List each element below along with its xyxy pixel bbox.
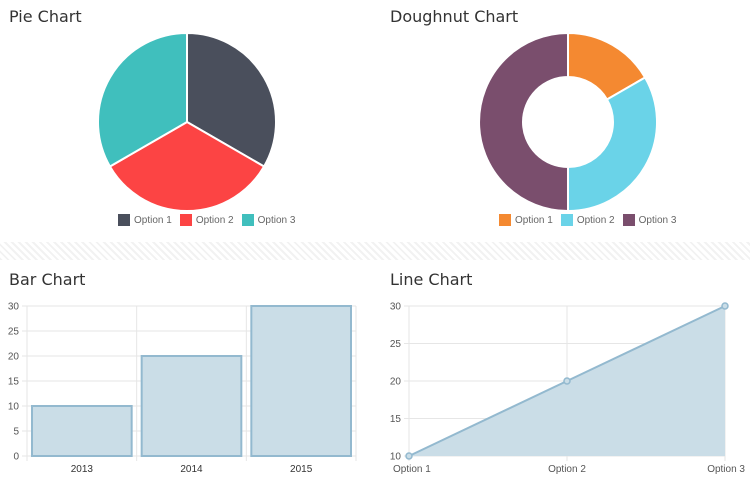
pie-legend-swatch xyxy=(118,214,130,226)
doughnut-legend: Option 1 Option 2 Option 3 xyxy=(499,214,676,226)
pie-slice[interactable] xyxy=(108,120,266,210)
line-chart-title: Line Chart xyxy=(390,270,473,289)
pie-chart-panel: Pie Chart Option 1 Option 2 Option 3 xyxy=(0,0,375,240)
pie-legend: Option 1 Option 2 Option 3 xyxy=(118,214,295,226)
pie-legend-label: Option 3 xyxy=(257,214,296,226)
pie-legend-label: Option 2 xyxy=(195,214,234,226)
line-y-tick-label: 25 xyxy=(390,339,402,350)
bar-y-tick-label: 30 xyxy=(8,302,20,313)
pie-legend-label: Option 1 xyxy=(134,214,172,226)
line-y-tick-label: 10 xyxy=(390,452,402,463)
pie-slice[interactable] xyxy=(186,31,277,168)
pie-chart xyxy=(97,31,277,210)
doughnut-chart xyxy=(478,31,658,211)
line-x-tick-label: Option 2 xyxy=(548,464,586,475)
doughnut-legend-label: Option 2 xyxy=(576,214,615,226)
bar-y-tick-label: 25 xyxy=(8,327,20,338)
pie-legend-item[interactable]: Option 3 xyxy=(241,214,296,226)
doughnut-chart-panel: Doughnut Chart Option 1 Option 2 Option 3 xyxy=(375,0,750,240)
bar-x-tick-label: 2013 xyxy=(71,464,94,475)
pie-slice[interactable] xyxy=(97,31,188,168)
doughnut-legend-item[interactable]: Option 3 xyxy=(622,214,677,226)
bar-y-tick-label: 20 xyxy=(8,352,20,363)
bar-x-tick-label: 2014 xyxy=(180,464,203,475)
bar-chart-title: Bar Chart xyxy=(9,270,86,289)
line-x-tick-label: Option 3 xyxy=(707,464,745,475)
bar-y-tick-label: 15 xyxy=(8,377,20,388)
line-y-tick-label: 30 xyxy=(390,302,402,313)
line-x-tick-label: Option 1 xyxy=(393,464,431,475)
doughnut-legend-swatch xyxy=(499,214,511,226)
doughnut-slice[interactable] xyxy=(567,76,658,211)
doughnut-legend-swatch xyxy=(560,214,573,226)
line-point[interactable] xyxy=(405,452,413,460)
pie-legend-swatch xyxy=(179,214,192,226)
doughnut-chart-title: Doughnut Chart xyxy=(390,7,519,26)
bar[interactable] xyxy=(140,355,243,457)
doughnut-slice[interactable] xyxy=(478,31,569,210)
line-y-tick-label: 15 xyxy=(390,414,402,425)
bar-chart: 0 5 10 15 20 25 30 2013 2014 2015 xyxy=(8,302,357,475)
bar-chart-panel: Bar Chart 0 5 10 15 20 25 30 2013 2014 2015 xyxy=(0,262,375,482)
bar-y-tick-label: 0 xyxy=(13,452,19,463)
section-divider xyxy=(0,242,750,260)
bar-x-tick-label: 2015 xyxy=(290,464,313,475)
doughnut-legend-item[interactable]: Option 1 xyxy=(499,214,553,226)
pie-chart-title: Pie Chart xyxy=(9,7,82,26)
line-y-tick-label: 20 xyxy=(390,377,402,388)
doughnut-legend-label: Option 1 xyxy=(515,214,553,226)
bar-y-tick-label: 5 xyxy=(13,427,19,438)
line-chart: 10 15 20 25 30 Option 1 Option 2 Option 3 xyxy=(390,302,746,476)
line-point[interactable] xyxy=(721,302,729,310)
pie-legend-swatch xyxy=(241,214,254,226)
doughnut-legend-label: Option 3 xyxy=(638,214,677,226)
bar[interactable] xyxy=(250,305,352,457)
bar[interactable] xyxy=(31,405,133,457)
bar-y-tick-label: 10 xyxy=(8,402,20,413)
doughnut-legend-swatch xyxy=(622,214,635,226)
pie-legend-item[interactable]: Option 2 xyxy=(179,214,234,226)
pie-legend-item[interactable]: Option 1 xyxy=(118,214,172,226)
doughnut-legend-item[interactable]: Option 2 xyxy=(560,214,615,226)
line-point[interactable] xyxy=(563,377,571,385)
line-chart-panel: Line Chart 10 15 20 25 30 Option 1 Option 2 Opt… xyxy=(375,262,750,482)
